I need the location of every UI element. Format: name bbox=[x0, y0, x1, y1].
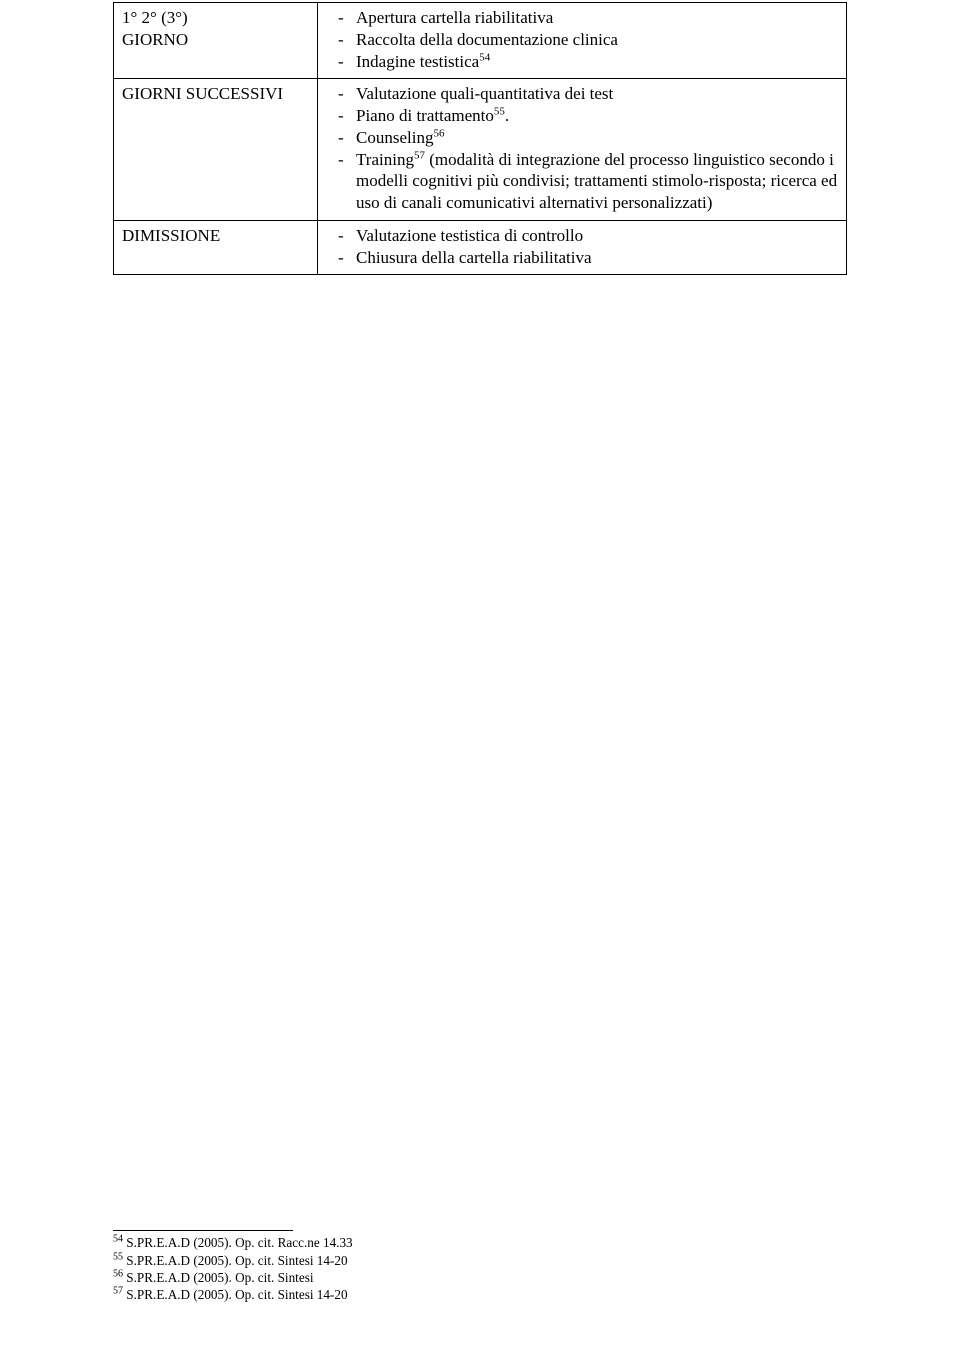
list-item: Valutazione quali-quantitativa dei test bbox=[326, 83, 838, 105]
table-row: GIORNI SUCCESSIVI Valutazione quali-quan… bbox=[114, 79, 847, 221]
cell-activities: Apertura cartella riabilitativa Raccolta… bbox=[318, 3, 847, 79]
activity-list: Valutazione quali-quantitativa dei test … bbox=[326, 83, 838, 214]
table-row: 1° 2° (3°) GIORNO Apertura cartella riab… bbox=[114, 3, 847, 79]
footnote-text: S.PR.E.A.D (2005). Op. cit. Sintesi bbox=[123, 1270, 314, 1285]
activity-list: Apertura cartella riabilitativa Raccolta… bbox=[326, 7, 838, 72]
list-item: Apertura cartella riabilitativa bbox=[326, 7, 838, 29]
activity-list: Valutazione testistica di controllo Chiu… bbox=[326, 225, 838, 269]
footnote-text: S.PR.E.A.D (2005). Op. cit. Sintesi 14-2… bbox=[123, 1287, 348, 1302]
list-item: Raccolta della documentazione clinica bbox=[326, 29, 838, 51]
cell-phase: DIMISSIONE bbox=[114, 220, 318, 275]
phase-label: GIORNI SUCCESSIVI bbox=[122, 84, 283, 103]
cell-phase: GIORNI SUCCESSIVI bbox=[114, 79, 318, 221]
footnote-text: S.PR.E.A.D (2005). Op. cit. Racc.ne 14.3… bbox=[123, 1235, 353, 1250]
list-item: Chiusura della cartella riabilitativa bbox=[326, 247, 838, 269]
list-item: Valutazione testistica di controllo bbox=[326, 225, 838, 247]
footnote: 54 S.PR.E.A.D (2005). Op. cit. Racc.ne 1… bbox=[113, 1234, 847, 1251]
cell-activities: Valutazione testistica di controllo Chiu… bbox=[318, 220, 847, 275]
phase-label: DIMISSIONE bbox=[122, 226, 220, 245]
list-item: Piano di trattamento55. bbox=[326, 105, 838, 127]
footnote: 57 S.PR.E.A.D (2005). Op. cit. Sintesi 1… bbox=[113, 1286, 847, 1303]
footnotes-block: 54 S.PR.E.A.D (2005). Op. cit. Racc.ne 1… bbox=[113, 1230, 847, 1303]
footnote-ref: 57 bbox=[414, 149, 425, 161]
cell-activities: Valutazione quali-quantitativa dei test … bbox=[318, 79, 847, 221]
protocol-table: 1° 2° (3°) GIORNO Apertura cartella riab… bbox=[113, 2, 847, 275]
footnote-ref: 56 bbox=[433, 127, 444, 139]
footnote-number: 55 bbox=[113, 1251, 123, 1262]
footnote: 55 S.PR.E.A.D (2005). Op. cit. Sintesi 1… bbox=[113, 1252, 847, 1269]
footnote-number: 56 bbox=[113, 1268, 123, 1279]
footnote-ref: 55 bbox=[494, 105, 505, 117]
list-item: Counseling56 bbox=[326, 127, 838, 149]
phase-label-line1: 1° 2° (3°) bbox=[122, 8, 188, 27]
footnote-separator bbox=[113, 1230, 293, 1231]
footnote-text: S.PR.E.A.D (2005). Op. cit. Sintesi 14-2… bbox=[123, 1253, 348, 1268]
phase-label-line2: GIORNO bbox=[122, 30, 188, 49]
list-item: Training57 (modalità di integrazione del… bbox=[326, 149, 838, 214]
table-row: DIMISSIONE Valutazione testistica di con… bbox=[114, 220, 847, 275]
list-item: Indagine testistica54 bbox=[326, 51, 838, 73]
footnote: 56 S.PR.E.A.D (2005). Op. cit. Sintesi bbox=[113, 1269, 847, 1286]
cell-phase: 1° 2° (3°) GIORNO bbox=[114, 3, 318, 79]
footnote-ref: 54 bbox=[479, 51, 490, 63]
footnote-number: 54 bbox=[113, 1234, 123, 1245]
page: 1° 2° (3°) GIORNO Apertura cartella riab… bbox=[0, 2, 960, 1371]
footnote-number: 57 bbox=[113, 1285, 123, 1296]
